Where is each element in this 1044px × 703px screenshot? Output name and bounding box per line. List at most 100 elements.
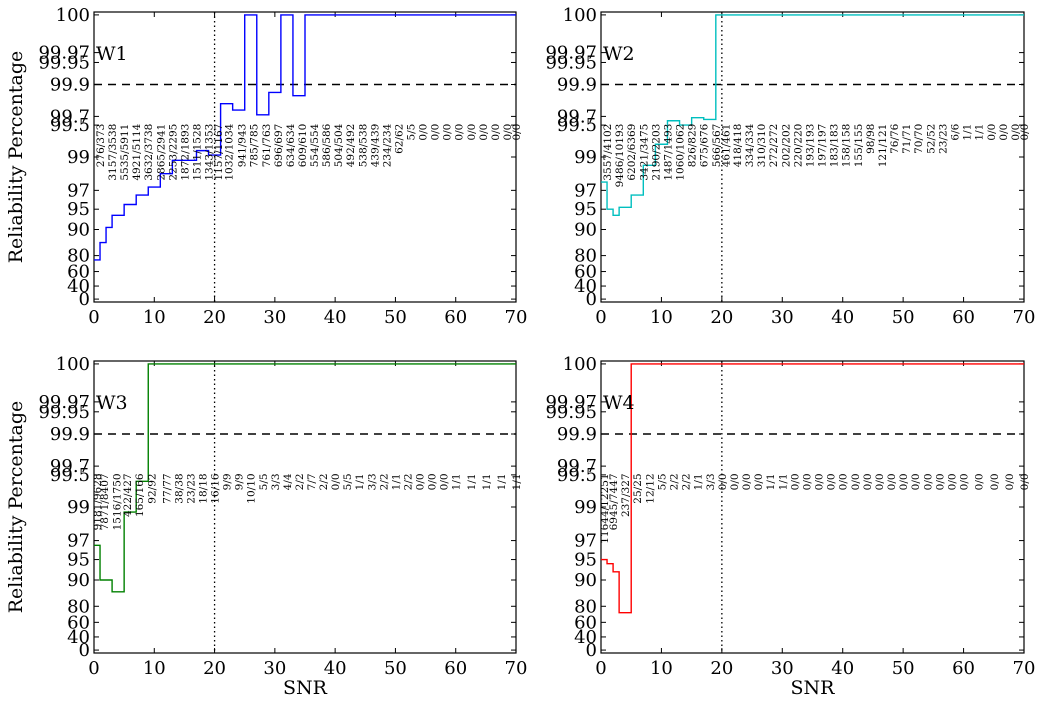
count-label: 2/2	[669, 473, 681, 490]
x-tick-label: 30	[263, 658, 286, 679]
x-tick-label: 30	[263, 307, 286, 328]
y-tick-label: 97	[67, 180, 90, 201]
count-label: 0/0	[886, 473, 898, 490]
x-tick-label: 10	[650, 658, 673, 679]
count-label: 554/554	[309, 123, 321, 167]
count-label: 3/3	[366, 473, 378, 490]
count-label: 98/98	[865, 124, 877, 154]
count-label: 2253/2295	[167, 124, 179, 181]
panel-w4: 0 10 20 30 40 50 60 7004060809095979999.599.799…	[545, 354, 1035, 699]
count-label: 5/5	[406, 124, 418, 141]
count-label: 0/0	[466, 124, 478, 141]
count-label: 2/2	[681, 473, 693, 490]
y-tick-label: 99.5	[50, 465, 90, 486]
count-label: 0/0	[998, 124, 1010, 141]
count-label: 1/1	[451, 473, 463, 490]
count-label: 439/439	[369, 124, 381, 168]
count-label: 0/0	[439, 473, 451, 490]
count-label: 12/12	[644, 473, 656, 503]
count-label: 5535/5911	[119, 124, 131, 181]
count-label: 0/0	[1019, 124, 1031, 141]
y-tick-label: 90	[67, 570, 90, 591]
count-label: 193/193	[804, 124, 816, 168]
count-label: 7/7	[306, 473, 318, 490]
count-label: 3/3	[705, 473, 717, 490]
count-label: 3421/3475	[638, 124, 650, 181]
x-tick-label: 0	[88, 307, 99, 328]
y-tick-label: 0	[586, 640, 597, 661]
panel-title: W4	[603, 392, 635, 414]
y-tick-label: 99	[67, 497, 90, 518]
count-label: 155/155	[853, 124, 865, 168]
count-label: 234/234	[381, 123, 393, 167]
x-tick-label: 50	[892, 658, 915, 679]
y-tick-label: 100	[563, 5, 597, 26]
count-label: 0/0	[959, 473, 971, 490]
x-axis-label: SNR	[283, 677, 328, 699]
reliability-step-line	[601, 363, 1024, 614]
count-label: 0/0	[898, 473, 910, 490]
count-label: 2/2	[294, 473, 306, 490]
x-tick-label: 10	[143, 307, 166, 328]
panel-w2: 0 10 20 30 40 50 60 7004060809095979999.599.799…	[545, 5, 1035, 328]
y-tick-label: 40	[574, 276, 597, 297]
x-tick-label: 40	[324, 658, 347, 679]
y-tick-label: 99	[574, 497, 597, 518]
count-label: 202/202	[780, 124, 792, 168]
count-label: 1/1	[496, 473, 508, 490]
count-label: 0/0	[418, 124, 430, 141]
count-label: 9181/9628	[92, 473, 104, 530]
y-tick-label: 97	[574, 180, 597, 201]
count-label: 0/0	[415, 473, 427, 490]
count-label: 23/23	[185, 473, 197, 503]
count-label: 77/77	[161, 473, 173, 503]
x-tick-label: 0	[88, 658, 99, 679]
x-tick-label: 0	[595, 307, 606, 328]
count-label: 1/1	[777, 473, 789, 490]
y-tick-label: 99.95	[38, 402, 90, 423]
y-tick-label: 100	[56, 5, 90, 26]
count-label: 1/1	[511, 473, 523, 490]
count-label: 504/504	[333, 123, 345, 167]
y-tick-label: 99.5	[557, 115, 597, 136]
x-tick-label: 70	[505, 658, 528, 679]
count-label: 0/0	[922, 473, 934, 490]
y-tick-label: 80	[67, 246, 90, 267]
y-tick-label: 40	[574, 627, 597, 648]
x-tick-label: 20	[203, 658, 226, 679]
count-label: 1872/1893	[179, 124, 191, 181]
count-label: 0/0	[478, 124, 490, 141]
count-label: 1511/1528	[191, 124, 203, 181]
count-label: 1/1	[354, 473, 366, 490]
x-tick-label: 70	[1013, 658, 1036, 679]
count-label: 237/327	[620, 473, 632, 517]
y-tick-label: 99.97	[38, 392, 90, 413]
count-label: 62/62	[393, 124, 405, 154]
count-label: 492/492	[345, 124, 357, 168]
count-label: 2865/2941	[155, 124, 167, 181]
y-tick-label: 100	[56, 354, 90, 375]
x-tick-label: 20	[710, 307, 733, 328]
y-tick-label: 0	[79, 640, 90, 661]
count-label: 0/0	[442, 124, 454, 141]
count-label: 0/0	[874, 473, 886, 490]
y-tick-label: 97	[67, 531, 90, 552]
y-tick-label: 99.97	[545, 43, 597, 64]
y-tick-label: 40	[67, 276, 90, 297]
count-label: 4/4	[282, 473, 294, 490]
count-label: 3632/3738	[143, 124, 155, 181]
count-label: 1/1	[481, 473, 493, 490]
count-label: 3157/3538	[107, 124, 119, 181]
y-tick-label: 80	[574, 246, 597, 267]
count-label: 1157/1167	[213, 124, 225, 181]
x-tick-label: 20	[710, 658, 733, 679]
count-label: 609/610	[297, 124, 309, 168]
count-label: 0/0	[862, 473, 874, 490]
count-label: 158/158	[841, 124, 853, 168]
count-label: 0/0	[330, 473, 342, 490]
count-label: 4921/5114	[131, 123, 143, 180]
x-axis-label: SNR	[791, 677, 836, 699]
count-label: 634/634	[285, 123, 297, 167]
count-label: 0/0	[934, 473, 946, 490]
y-tick-label: 99.9	[557, 75, 597, 96]
